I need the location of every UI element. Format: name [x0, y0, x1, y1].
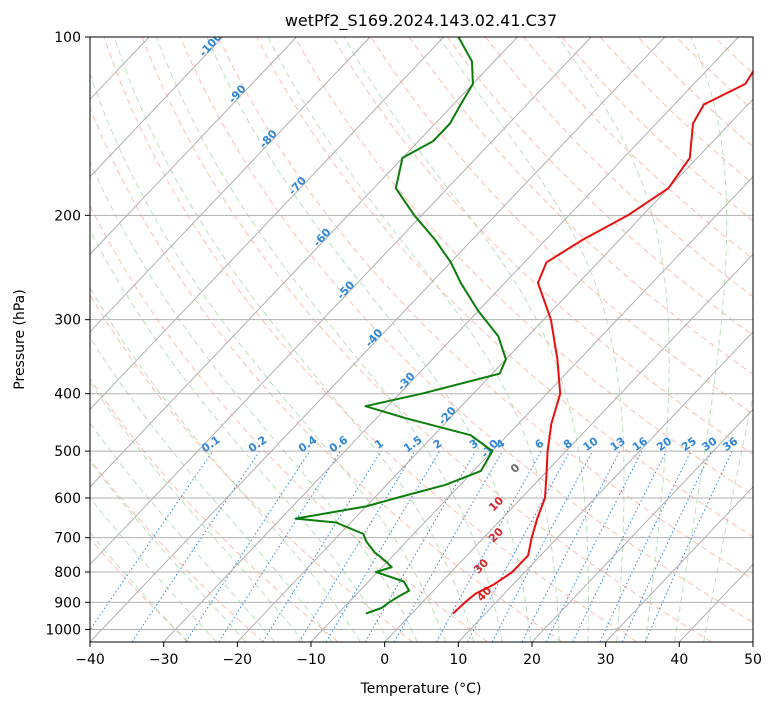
isotherm-line: [0, 37, 2, 642]
y-tick-label: 500: [54, 444, 81, 460]
moist-adiabat-line: [90, 286, 362, 642]
isobars: [90, 37, 753, 630]
plot-frame: [89, 36, 754, 643]
dry-adiabat-line: [103, 37, 638, 642]
y-tick-label: 600: [54, 491, 81, 507]
moist-adiabat-line: [90, 422, 276, 642]
isotherm-line: [90, 37, 518, 488]
moist-adiabat-line: [674, 37, 728, 642]
isotherm-line: [163, 37, 739, 642]
mixing-ratio-line: [262, 450, 382, 642]
isotherm-line: [457, 331, 753, 642]
isotherm-line: [90, 37, 371, 333]
isotherm-line: [752, 641, 753, 642]
y-tick-label: 200: [54, 208, 81, 224]
mixing-ratio-line: [545, 450, 643, 642]
y-tick-label: 300: [54, 313, 81, 329]
x-tick-label: 30: [597, 652, 615, 668]
mixing-ratio-line: [393, 450, 503, 642]
moist-adiabat-line: [703, 393, 753, 642]
dewpoint-profile: [294, 37, 507, 615]
dry-adiabat-line: [179, 37, 753, 623]
y-axis-title: Pressure (hPa): [12, 289, 28, 389]
mixing-ratio-line: [298, 450, 416, 642]
isotherms: [0, 37, 753, 642]
dry-adiabat-line: [90, 106, 563, 642]
dry-adiabat-line: [370, 37, 753, 415]
isotherm-line: [90, 37, 297, 256]
dry-adiabat-line: [217, 37, 753, 580]
y-axis: 100 200 300 400 500 600 700 800 900 1000: [45, 30, 90, 638]
dry-adiabat-line: [90, 204, 488, 642]
mixing-ratio-line: [90, 450, 214, 631]
mixing-ratio-line: [218, 450, 341, 642]
x-axis: −40 −30 −20 −10 0 10 20 30 40 50: [75, 642, 762, 668]
y-tick-label: 700: [54, 531, 81, 547]
dry-adiabat-line: [752, 37, 753, 39]
x-tick-label: 40: [670, 652, 688, 668]
moist-adiabat-line: [438, 37, 625, 642]
temperature-profile: [452, 69, 753, 615]
y-tick-label: 1000: [45, 622, 81, 638]
moist-adiabat-line: [113, 37, 475, 642]
moist-adiabat-line: [90, 381, 304, 642]
moist-adiabat-line: [206, 37, 532, 642]
x-tick-label: 0: [380, 652, 389, 668]
mixing-ratio-line: [435, 450, 542, 642]
isotherm-line: [90, 37, 592, 566]
dry-adiabat-line: [90, 458, 264, 642]
dry-adiabat-line: [294, 37, 753, 496]
moist-adiabat-line: [90, 336, 333, 642]
moist-adiabat-line: [156, 37, 503, 642]
mixing-ratio-line: [467, 450, 571, 642]
moist-adiabat-line: [343, 37, 589, 642]
dry-adiabat-line: [446, 37, 753, 336]
x-axis-title: Temperature (°C): [360, 681, 482, 697]
x-tick-label: 10: [449, 652, 467, 668]
isotherm-line: [531, 408, 753, 642]
isotherm-line: [310, 176, 753, 642]
isotherm-line: [605, 486, 753, 642]
x-tick-label: 50: [744, 652, 762, 668]
mixing-ratio-line: [185, 450, 311, 642]
x-tick-label: −20: [223, 652, 253, 668]
dry-adiabat-line: [332, 37, 753, 455]
dry-adiabat-line: [90, 537, 190, 642]
isotherm-line: [90, 37, 445, 411]
y-tick-label: 100: [54, 30, 81, 46]
moist-adiabat-line: [90, 72, 446, 642]
moist-adiabats: [90, 37, 753, 642]
y-tick-label: 900: [54, 595, 81, 611]
profiles: [294, 37, 753, 615]
x-tick-label: −40: [75, 652, 105, 668]
isotherm-line: [90, 37, 224, 178]
x-tick-label: −30: [149, 652, 179, 668]
x-tick-label: −10: [296, 652, 326, 668]
chart-title: wetPf2_S169.2024.143.02.41.C37: [285, 11, 557, 31]
y-tick-label: 800: [54, 565, 81, 581]
dry-adiabat-line: [408, 37, 753, 375]
plot-area: 0.1 0.2 0.4 0.6 1 1.5 2 3 4 6 8 10 13 16 20 25 30 36-100-…: [0, 37, 753, 642]
isotherm-line: [90, 37, 666, 642]
isotherm-line: [236, 98, 753, 642]
mixing-ratio-line: [572, 450, 667, 642]
moist-adiabat-line: [557, 37, 670, 642]
moist-adiabat-line: [90, 229, 390, 642]
y-tick-label: 400: [54, 387, 81, 403]
dry-adiabat-line: [141, 37, 712, 642]
x-tick-label: 20: [523, 652, 541, 668]
dry-adiabats: [90, 37, 753, 642]
isotherm-line: [384, 253, 753, 642]
